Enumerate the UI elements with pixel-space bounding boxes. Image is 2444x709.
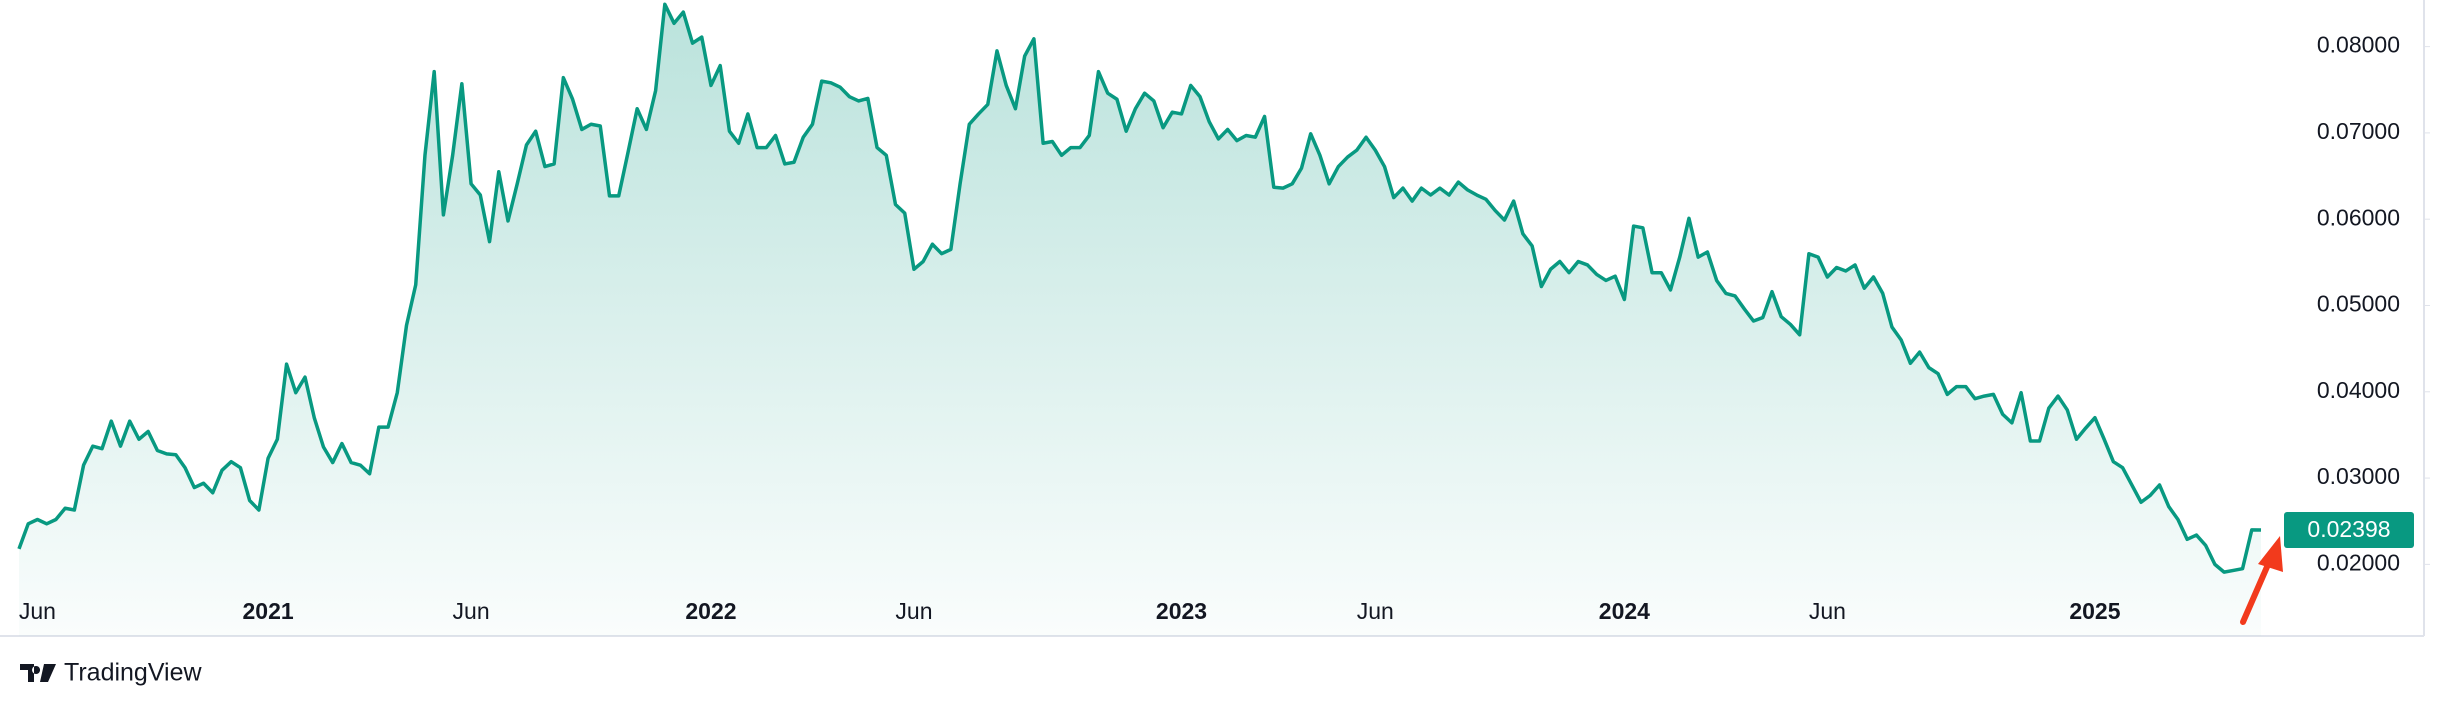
logo-mark bbox=[20, 664, 56, 682]
x-tick-label: 2024 bbox=[1599, 598, 1650, 624]
x-tick-label: 2023 bbox=[1156, 598, 1207, 624]
area-fill bbox=[19, 4, 2261, 637]
y-tick-label: 0.03000 bbox=[2317, 463, 2400, 489]
y-tick-label: 0.08000 bbox=[2317, 32, 2400, 58]
x-tick-label: 2021 bbox=[243, 598, 294, 624]
brand-name: TradingView bbox=[64, 659, 203, 687]
y-tick-label: 0.05000 bbox=[2317, 291, 2400, 317]
x-tick-label: Jun bbox=[1357, 598, 1394, 624]
y-tick-label: 0.06000 bbox=[2317, 204, 2400, 230]
x-tick-label: Jun bbox=[895, 598, 932, 624]
x-tick-label: Jun bbox=[453, 598, 490, 624]
last-price-label: 0.02398 bbox=[2307, 516, 2390, 542]
y-tick-label: 0.07000 bbox=[2317, 118, 2400, 144]
arrow-head bbox=[2258, 536, 2283, 572]
plot bbox=[17, 2, 2262, 637]
x-tick-label: Jun bbox=[1809, 598, 1846, 624]
y-tick-label: 0.02000 bbox=[2317, 549, 2400, 575]
price-line bbox=[17, 2, 2262, 574]
x-tick-label: 2025 bbox=[2069, 598, 2120, 624]
x-tick-label: 2022 bbox=[685, 598, 736, 624]
last-price-box bbox=[2284, 512, 2414, 549]
x-tick-label: Jun bbox=[19, 598, 56, 624]
logo: TradingView bbox=[20, 659, 203, 687]
arrow bbox=[2240, 557, 2273, 625]
y-tick-label: 0.04000 bbox=[2317, 377, 2400, 403]
